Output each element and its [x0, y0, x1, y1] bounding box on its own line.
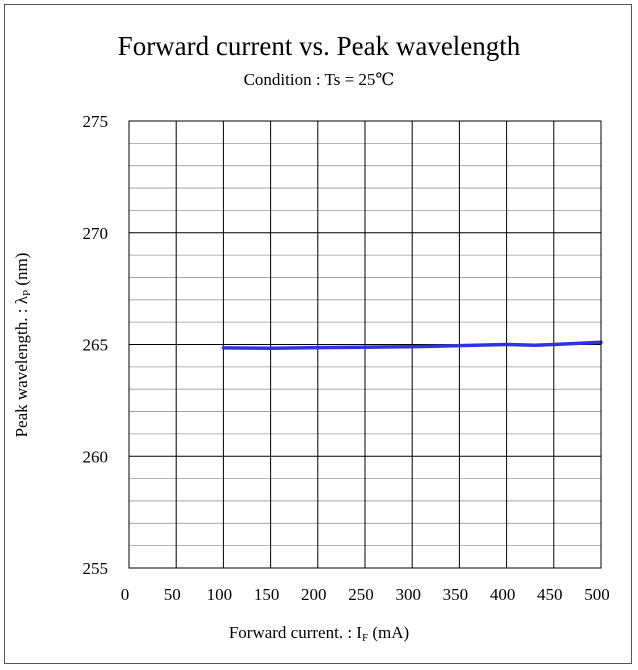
y-tick-label: 260 — [83, 447, 109, 466]
series-line — [221, 340, 603, 351]
chart-title: Forward current vs. Peak wavelength — [117, 31, 521, 61]
y-tick-label: 275 — [83, 112, 109, 131]
plot-area-border — [128, 120, 602, 569]
y-tick-label: 255 — [83, 559, 109, 578]
y-tick-labels: 255 260 265 270 275 — [83, 112, 109, 578]
x-tick-label: 50 — [164, 585, 181, 604]
x-tick-label: 300 — [395, 585, 421, 604]
y-tick-label: 270 — [83, 224, 109, 243]
y-tick-label: 265 — [83, 336, 109, 355]
x-axis-label: Forward current. : IF (mA) — [0, 622, 638, 644]
x-tick-label: 100 — [207, 585, 233, 604]
x-tick-labels: 0 50 100 150 200 250 300 350 400 450 500 — [121, 585, 610, 604]
chart-subtitle: Condition : Ts = 25℃ — [243, 70, 395, 89]
x-axis-label-main: Forward current. : I — [228, 623, 362, 642]
x-axis-label-unit: (mA) — [368, 623, 410, 642]
x-tick-label: 250 — [348, 585, 374, 604]
x-axis-label-subscript: F — [361, 632, 369, 644]
x-tick-label: 450 — [537, 585, 563, 604]
x-tick-label: 150 — [254, 585, 280, 604]
x-tick-label: 0 — [121, 585, 130, 604]
x-tick-label: 200 — [301, 585, 327, 604]
series-layer — [221, 340, 603, 351]
x-tick-label: 400 — [490, 585, 516, 604]
x-tick-label: 350 — [443, 585, 469, 604]
x-tick-label: 500 — [584, 585, 610, 604]
